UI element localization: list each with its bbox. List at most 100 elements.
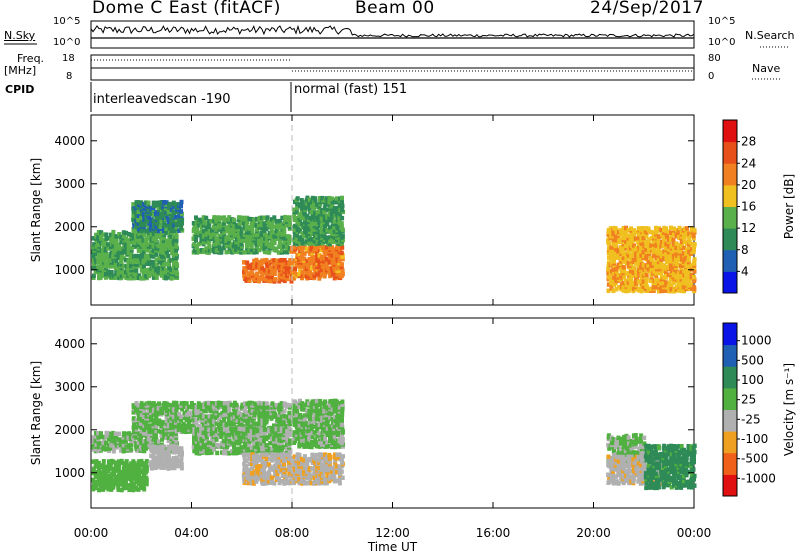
velocity-echo-cell <box>312 416 317 422</box>
power-echo-cell <box>139 248 144 254</box>
power-echo-cell <box>619 257 623 262</box>
power-echo-cell <box>195 226 199 232</box>
velocity-echo-cell <box>277 412 282 418</box>
power-echo-cell <box>621 284 626 290</box>
velocity-echo-cell <box>297 423 302 428</box>
power-echo-cell <box>667 247 672 252</box>
power-echo-cell <box>294 235 299 241</box>
velocity-echo-cell <box>314 452 319 458</box>
velocity-echo-cell <box>169 443 174 449</box>
power-echo-cell <box>262 215 267 220</box>
power-echo-cell <box>643 240 648 245</box>
power-echo-cell <box>292 217 297 222</box>
velocity-echo-cell <box>314 405 319 410</box>
power-echo-cell <box>154 234 159 239</box>
power-echo-cell <box>254 257 259 263</box>
velocity-echo-cell <box>217 443 222 448</box>
power-colorbar-tick-label: 8 <box>741 243 749 257</box>
nsearch-tick-bottom: 10^0 <box>708 37 736 48</box>
power-echo-cell <box>131 226 136 232</box>
velocity-echo-cell <box>104 440 109 446</box>
velocity-echo-cell <box>209 431 214 436</box>
power-echo-cell <box>679 248 684 253</box>
velocity-echo-cell <box>239 422 244 427</box>
velocity-echo-cell <box>314 402 319 408</box>
velocity-echo-cell <box>166 402 171 408</box>
power-echo-cell <box>672 232 676 237</box>
power-echo-cell <box>99 230 104 235</box>
power-echo-cell <box>634 281 639 286</box>
power-echo-cell <box>204 215 209 221</box>
nsky-tick-bottom: 10^0 <box>53 37 81 48</box>
velocity-echo-cell <box>324 480 329 486</box>
velocity-echo-cell <box>267 405 272 410</box>
power-echo-cell <box>659 253 664 259</box>
power-echo-cell <box>297 251 302 256</box>
velocity-echo-cell <box>236 429 241 434</box>
power-echo-cell <box>679 269 684 275</box>
power-echo-cell <box>267 219 272 224</box>
cpid-label: CPID <box>5 83 35 96</box>
velocity-echo-cell <box>302 434 307 439</box>
velocity-echo-cell <box>212 426 217 431</box>
power-echo-cell <box>156 270 161 275</box>
power-echo-cell <box>259 222 264 228</box>
velocity-echo-cell <box>322 409 327 414</box>
power-echo-cell <box>159 219 164 224</box>
velocity-echo-cell <box>278 410 283 415</box>
velocity-echo-cell <box>265 435 270 440</box>
velocity-echo-cell <box>154 437 159 442</box>
power-echo-cell <box>304 266 309 271</box>
power-echo-cell <box>684 255 689 260</box>
power-echo-cell <box>631 288 636 294</box>
power-echo-cell <box>271 238 276 243</box>
power-echo-cell <box>631 257 636 263</box>
power-echo-cell <box>654 280 659 286</box>
velocity-echo-cell <box>284 446 289 451</box>
power-colorbar-tick-label: 28 <box>741 135 756 149</box>
velocity-echo-cell <box>123 468 128 474</box>
velocity-echo-cell <box>144 480 149 485</box>
velocity-echo-cell <box>104 464 109 470</box>
freq-label-line1: Freq. <box>17 52 45 65</box>
power-echo-cell <box>222 230 227 235</box>
velocity-echo-cell <box>324 456 329 462</box>
power-echo-cell <box>691 233 696 239</box>
power-echo-cell <box>629 261 634 266</box>
velocity-echo-cell <box>96 448 101 454</box>
power-echo-cell <box>337 219 342 225</box>
power-echo-cell <box>692 269 697 274</box>
velocity-echo-cell <box>144 459 149 464</box>
power-echo-cell <box>618 261 623 267</box>
velocity-echo-cell <box>149 406 154 411</box>
velocity-echo-cell <box>137 466 142 472</box>
power-echo-cell <box>327 198 332 203</box>
velocity-echo-cell <box>113 431 118 436</box>
power-echo-cell <box>231 243 236 249</box>
power-echo-cell <box>101 244 106 249</box>
velocity-echo-cell <box>317 431 322 436</box>
power-echo-cell <box>299 198 304 203</box>
velocity-echo-cell <box>292 459 297 465</box>
power-echo-cell <box>320 235 325 241</box>
velocity-echo-cell <box>333 440 337 446</box>
velocity-echo-cell <box>136 464 141 470</box>
power-echo-cell <box>686 263 691 268</box>
velocity-echo-cell <box>282 481 287 486</box>
power-echo-cell <box>646 237 651 242</box>
velocity-echo-cell <box>179 456 184 461</box>
velocity-echo-cell <box>267 432 272 438</box>
velocity-echo-cell <box>275 449 280 454</box>
velocity-echo-cell <box>202 449 207 454</box>
power-echo-cell <box>239 221 244 226</box>
power-echo-cell <box>631 235 636 241</box>
velocity-echo-cell <box>334 468 339 473</box>
power-echo-cell <box>619 249 624 254</box>
velocity-echo-cell <box>282 435 287 440</box>
power-echo-cell <box>245 260 250 265</box>
velocity-echo-cell <box>251 454 256 459</box>
power-echo-cell <box>295 220 300 225</box>
velocity-echo-cell <box>310 466 315 471</box>
velocity-echo-cell <box>240 429 245 434</box>
power-echo-cell <box>214 248 219 253</box>
